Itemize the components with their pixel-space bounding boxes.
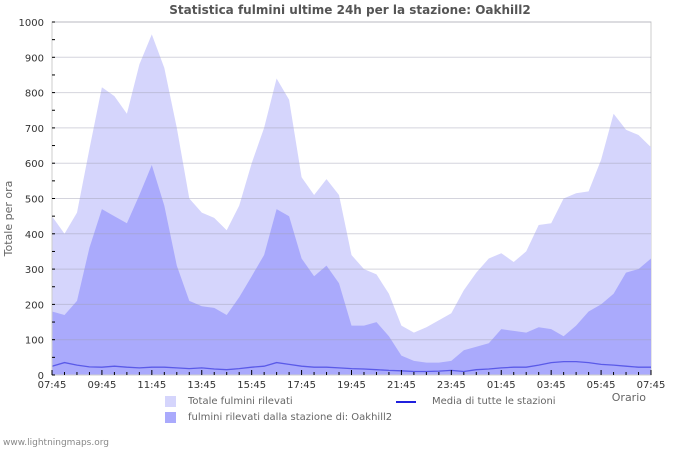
x-tick-label: 13:45 bbox=[187, 380, 216, 391]
x-tick-label: 09:45 bbox=[88, 380, 117, 391]
legend-item-total: Totale fulmini rilevati bbox=[165, 396, 293, 407]
y-axis-title: Totale per ora bbox=[2, 181, 15, 258]
x-tick-label: 21:45 bbox=[387, 380, 416, 391]
legend-label-average: Media di tutte le stazioni bbox=[432, 396, 556, 407]
y-tick-label: 800 bbox=[25, 89, 44, 100]
y-tick-label: 0 bbox=[38, 371, 44, 382]
area-total bbox=[52, 34, 651, 376]
y-tick-label: 400 bbox=[25, 230, 44, 241]
x-tick-label: 05:45 bbox=[587, 380, 616, 391]
x-tick-label: 15:45 bbox=[237, 380, 266, 391]
chart-title: Statistica fulmini ultime 24h per la sta… bbox=[169, 3, 531, 17]
legend-swatch-total bbox=[165, 396, 176, 407]
y-tick-label: 900 bbox=[25, 53, 44, 64]
legend-label-total: Totale fulmini rilevati bbox=[188, 396, 293, 407]
y-tick-label: 700 bbox=[25, 124, 44, 135]
x-tick-label: 11:45 bbox=[137, 380, 166, 391]
y-tick-label: 500 bbox=[25, 195, 44, 206]
x-tick-label: 07:45 bbox=[38, 380, 67, 391]
legend-swatch-station bbox=[165, 412, 176, 423]
y-tick-label: 200 bbox=[25, 300, 44, 311]
x-tick-label: 23:45 bbox=[437, 380, 466, 391]
legend-item-station: fulmini rilevati dalla stazione di: Oakh… bbox=[165, 412, 392, 423]
x-tick-label: 17:45 bbox=[287, 380, 316, 391]
x-tick-label: 03:45 bbox=[537, 380, 566, 391]
x-tick-label: 01:45 bbox=[487, 380, 516, 391]
y-tick-label: 300 bbox=[25, 265, 44, 276]
y-tick-label: 1000 bbox=[19, 18, 44, 29]
x-tick-label: 07:45 bbox=[637, 380, 666, 391]
line-average bbox=[51, 360, 651, 373]
legend-label-station: fulmini rilevati dalla stazione di: Oakh… bbox=[188, 412, 393, 423]
x-axis-title: Orario bbox=[612, 391, 647, 404]
area-station bbox=[52, 165, 651, 375]
x-tick-label: 19:45 bbox=[337, 380, 366, 391]
legend-item-average: Media di tutte le stazioni bbox=[396, 396, 556, 407]
legend-swatch-average bbox=[396, 400, 416, 403]
y-tick-label: 100 bbox=[25, 336, 44, 347]
footer-source: www.lightningmaps.org bbox=[3, 438, 109, 448]
y-tick-label: 600 bbox=[25, 159, 44, 170]
